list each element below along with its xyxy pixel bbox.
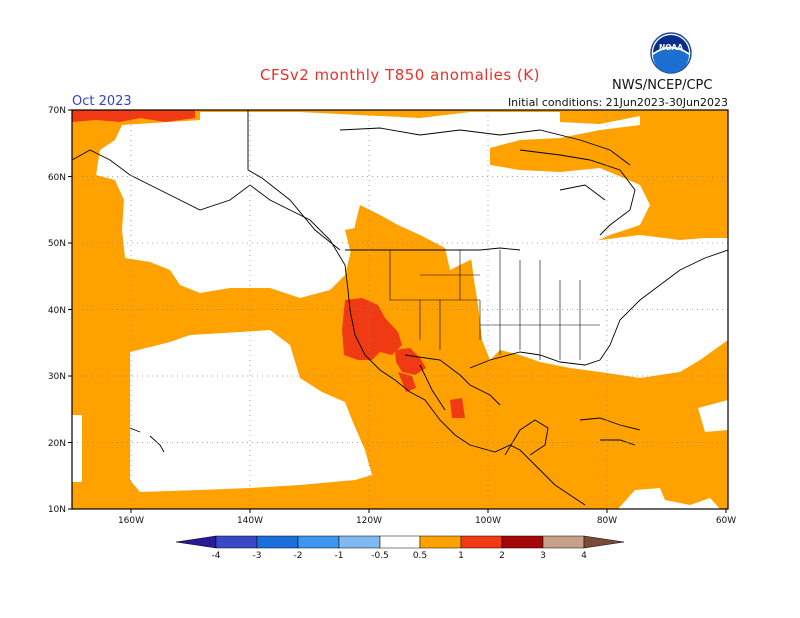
forecast-month: Oct 2023	[72, 94, 132, 109]
neutral-anomaly-regions	[72, 112, 728, 509]
colorbar-seg-6	[419, 535, 462, 549]
colorbar-seg-7	[460, 535, 503, 549]
coastlines	[72, 110, 728, 506]
colorbar-seg-8	[501, 535, 544, 549]
strong-anomaly-regions	[72, 110, 465, 418]
lon-label-60w: 60W	[716, 516, 736, 526]
colorbar-label: 2	[499, 551, 505, 561]
lon-label-100w: 100W	[475, 516, 501, 526]
lat-label-70n: 70N	[48, 106, 66, 116]
colorbar-seg-3	[297, 535, 340, 549]
lon-label-120w: 120W	[356, 516, 382, 526]
colorbar-seg-9	[542, 535, 585, 549]
agency-label: NWS/NCEP/CPC	[612, 78, 713, 93]
lat-label-20n: 20N	[48, 439, 66, 449]
colorbar-seg-4	[338, 535, 381, 549]
colorbar-label: 3	[540, 551, 546, 561]
lat-label-40n: 40N	[48, 306, 66, 316]
colorbar-label: -3	[253, 551, 262, 561]
colorbar-label: 1	[458, 551, 464, 561]
colorbar: -4 -3 -2 -1 -0.5 0.5 1 2 3 4	[175, 535, 625, 561]
colorbar-seg-2	[256, 535, 299, 549]
lat-label-30n: 30N	[48, 372, 66, 382]
colorbar-label: -0.5	[371, 551, 389, 561]
lat-label-60n: 60N	[48, 173, 66, 183]
colorbar-label: -4	[212, 551, 221, 561]
colorbar-seg-0	[175, 535, 217, 549]
colorbar-label: 0.5	[413, 551, 427, 561]
noaa-logo: NOAA	[650, 32, 692, 74]
initial-conditions: Initial conditions: 21Jun2023-30Jun2023	[507, 96, 728, 109]
colorbar-seg-10	[583, 535, 625, 549]
lon-label-140w: 140W	[237, 516, 263, 526]
lon-label-80w: 80W	[597, 516, 617, 526]
colorbar-label: -1	[335, 551, 344, 561]
colorbar-seg-1	[215, 535, 258, 549]
colorbar-seg-5	[379, 535, 421, 549]
svg-text:NOAA: NOAA	[659, 43, 683, 52]
lon-label-160w: 160W	[118, 516, 144, 526]
map-title: CFSv2 monthly T850 anomalies (K)	[260, 66, 540, 84]
colorbar-label: -2	[294, 551, 303, 561]
lat-label-50n: 50N	[48, 239, 66, 249]
lat-label-10n: 10N	[48, 505, 66, 515]
colorbar-label: 4	[581, 551, 587, 561]
